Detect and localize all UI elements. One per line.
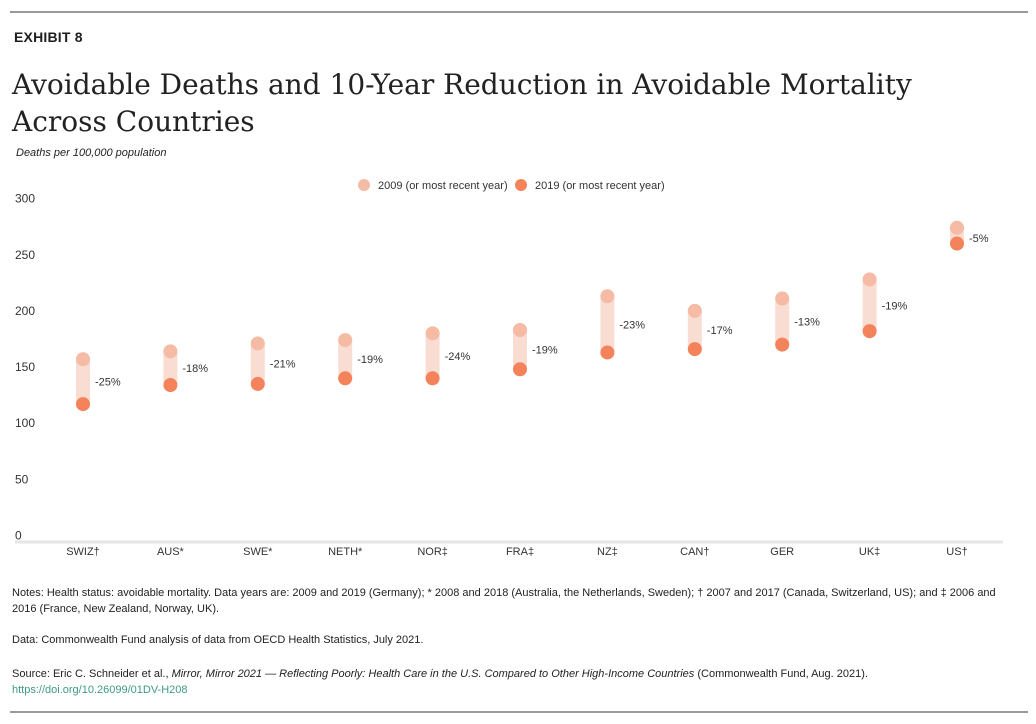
change-label: -24%	[445, 351, 471, 363]
change-label: -17%	[707, 325, 733, 337]
point-2009	[862, 272, 877, 287]
y-tick-label: 150	[15, 360, 35, 374]
y-tick-label: 300	[15, 192, 35, 206]
source-title: Mirror, Mirror 2021 — Reflecting Poorly:…	[171, 668, 695, 680]
point-2019	[687, 342, 702, 357]
y-tick-label: 0	[15, 529, 22, 543]
change-label: -25%	[95, 377, 121, 389]
point-2019	[163, 378, 178, 393]
data-source-text: Data: Commonwealth Fund analysis of data…	[12, 634, 424, 646]
change-label: -5%	[969, 233, 989, 245]
change-label: -21%	[270, 359, 296, 371]
y-tick-label: 250	[15, 248, 35, 262]
point-2019	[775, 337, 790, 352]
x-axis: SWIZ† AUS* SWE* NETH* NOR‡ FRA‡ NZ‡ CAN† GER UK‡ U…	[66, 546, 968, 558]
x-tick-label: NOR‡	[417, 546, 448, 558]
x-tick-label: FRA‡	[506, 546, 534, 558]
y-axis-title: Deaths per 100,000 population	[16, 147, 167, 159]
point-2019	[425, 371, 440, 386]
y-tick-label: 100	[15, 416, 35, 430]
source-citation: Source: Eric C. Schneider et al., Mirror…	[12, 666, 1012, 698]
data-points	[76, 220, 964, 412]
point-2019	[76, 397, 90, 412]
x-tick-label: NZ‡	[597, 546, 618, 558]
x-tick-label: CAN†	[680, 546, 709, 558]
point-2019	[250, 376, 265, 391]
point-2009	[775, 291, 790, 306]
change-label: -18%	[182, 363, 208, 375]
point-2009	[163, 344, 178, 359]
bottom-rule	[10, 711, 1028, 713]
point-2009	[950, 220, 964, 235]
legend: 2009 (or most recent year) 2019 (or most …	[358, 179, 665, 192]
point-2009	[425, 326, 440, 341]
notes-text: Notes: Health status: avoidable mortalit…	[12, 587, 996, 615]
point-2019	[513, 362, 527, 377]
x-tick-label: GER	[770, 546, 794, 558]
y-tick-label: 50	[15, 472, 29, 486]
legend-label: 2009 (or most recent year)	[378, 180, 508, 192]
point-2019	[338, 371, 353, 386]
x-tick-label: AUS*	[157, 546, 185, 558]
change-label: -23%	[619, 319, 645, 331]
legend-swatch	[515, 179, 527, 191]
y-axis: 0 50 100 150 200 250 300	[15, 192, 35, 543]
x-tick-label: SWE*	[243, 546, 273, 558]
x-tick-label: NETH*	[328, 546, 363, 558]
change-labels: -25% -18% -21% -19% -24% -19% -23% -17% -13% -19%…	[95, 233, 989, 389]
exhibit-label: EXHIBIT 8	[14, 29, 83, 45]
source-prefix: Source: Eric C. Schneider et al.,	[12, 668, 172, 680]
point-2009	[76, 352, 90, 367]
change-label: -13%	[794, 317, 820, 329]
legend-swatch	[358, 179, 370, 191]
dumbbell-chart: 2009 (or most recent year) 2019 (or most …	[15, 179, 1003, 558]
doi-link[interactable]: https://doi.org/10.26099/01DV-H208	[12, 684, 188, 696]
change-label: -19%	[357, 354, 383, 366]
point-2019	[600, 345, 615, 360]
point-2019	[950, 236, 964, 251]
change-label: -19%	[532, 345, 558, 357]
change-label: -19%	[882, 300, 908, 312]
legend-label: 2019 (or most recent year)	[535, 180, 665, 192]
connectors	[76, 220, 964, 412]
x-tick-label: US†	[946, 546, 967, 558]
x-tick-label: SWIZ†	[66, 546, 100, 558]
top-rule	[10, 11, 1028, 13]
point-2009	[600, 289, 615, 304]
y-tick-label: 200	[15, 304, 35, 318]
point-2009	[338, 333, 353, 348]
point-2019	[862, 324, 877, 339]
x-tick-label: UK‡	[859, 546, 880, 558]
chart-title: Avoidable Deaths and 10-Year Reduction i…	[12, 67, 912, 138]
point-2009	[687, 303, 702, 318]
point-2009	[250, 336, 265, 351]
point-2009	[513, 322, 527, 337]
source-suffix: (Commonwealth Fund, Aug. 2021).	[694, 668, 868, 680]
